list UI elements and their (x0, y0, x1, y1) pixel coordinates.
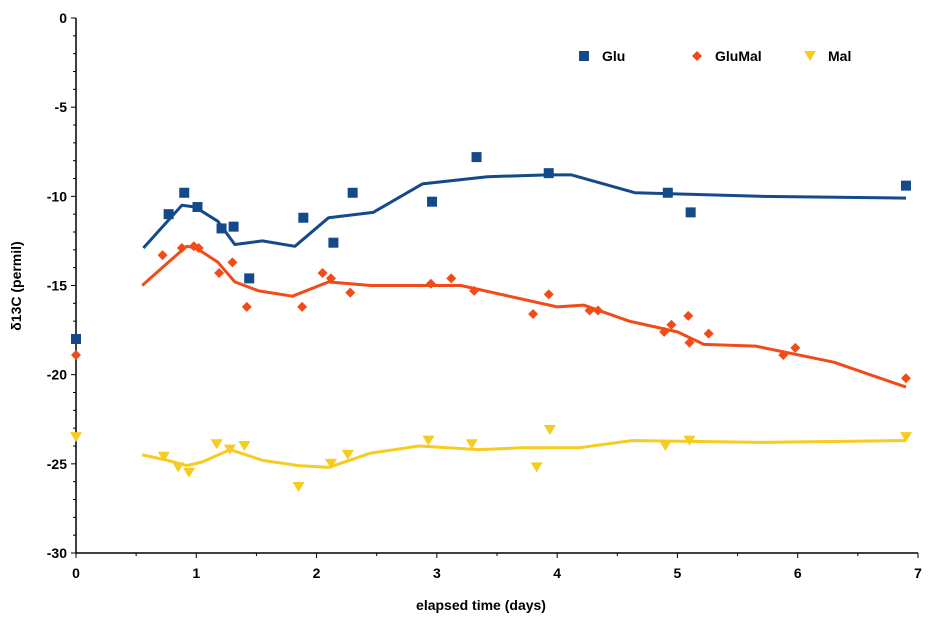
data-point-mal (341, 449, 354, 460)
data-point-glu (328, 237, 339, 248)
data-point-mal (172, 462, 185, 473)
legend-item-mal: Mal (804, 48, 851, 64)
data-point-glu (347, 187, 358, 198)
y-tick-label: -15 (47, 278, 67, 294)
legend-label-mal: Mal (828, 48, 851, 64)
y-tick-label: -25 (47, 456, 67, 472)
data-point-glumal (703, 328, 714, 339)
x-tick-label: 5 (674, 565, 682, 581)
data-point-glu (192, 202, 203, 213)
legend-marker-glumal (692, 51, 702, 61)
data-point-glumal (241, 301, 252, 312)
x-tick-label: 1 (192, 565, 200, 581)
data-point-glu (900, 180, 911, 191)
y-axis-title: δ13C (permil) (8, 241, 24, 330)
data-point-mal (465, 439, 478, 450)
fit-line-glumal (141, 244, 907, 389)
data-point-glumal (593, 305, 604, 316)
data-point-glu (471, 152, 482, 163)
x-tick-label: 7 (914, 565, 922, 581)
data-point-glumal (317, 268, 328, 279)
data-point-mal (899, 432, 912, 443)
x-tick-label: 4 (553, 565, 561, 581)
legend-marker-glu (579, 51, 589, 61)
legend-label-glumal: GluMal (715, 48, 762, 64)
data-point-mal (157, 451, 170, 462)
data-point-glumal (543, 289, 554, 300)
data-point-glu (427, 196, 438, 207)
data-point-glu (543, 168, 554, 179)
data-point-mal (223, 444, 236, 455)
fit-line-glu (142, 173, 907, 250)
x-tick-label: 3 (433, 565, 441, 581)
data-point-glumal (900, 373, 911, 384)
data-point-glumal (790, 342, 801, 353)
data-point-mal (183, 467, 196, 478)
legend: Glu GluMal Mal (579, 48, 851, 64)
data-point-mal (683, 435, 696, 446)
data-point-glu (662, 187, 673, 198)
y-tick-label: -20 (47, 367, 67, 383)
y-tick-label: 0 (59, 10, 67, 26)
data-point-mal (530, 462, 543, 473)
data-point-glumal (683, 310, 694, 321)
data-points (70, 152, 912, 493)
legend-item-glumal: GluMal (692, 48, 762, 64)
axes: 0 1 2 3 4 5 6 7 0 -5 -10 -15 -20 -25 -30 (47, 10, 922, 581)
x-tick-label: 0 (72, 565, 80, 581)
fit-lines (141, 173, 907, 469)
data-point-mal (70, 432, 82, 443)
data-point-glumal (778, 350, 789, 361)
data-point-glu (163, 209, 174, 220)
data-point-glumal (345, 287, 356, 298)
data-point-glumal (528, 309, 539, 320)
y-tick-label: -5 (55, 99, 68, 115)
data-point-glumal (425, 278, 436, 289)
data-point-glumal (659, 326, 670, 337)
data-point-glumal (193, 243, 204, 254)
data-point-mal (543, 424, 556, 435)
fit-line-mal (141, 439, 907, 469)
data-point-glu (244, 273, 255, 284)
data-point-mal (292, 482, 305, 493)
data-point-mal (238, 441, 251, 451)
data-point-glumal (446, 273, 457, 284)
y-tick-label: -30 (47, 545, 67, 561)
data-point-glu (71, 334, 81, 344)
data-point-glumal (684, 337, 695, 348)
legend-item-glu: Glu (579, 48, 625, 64)
data-point-glumal (584, 305, 595, 316)
data-point-glumal (326, 273, 337, 284)
data-point-glu (179, 187, 190, 198)
legend-label-glu: Glu (602, 48, 625, 64)
data-point-glumal (666, 319, 677, 330)
data-point-glumal (176, 243, 187, 254)
data-point-glu (298, 212, 309, 223)
data-point-glumal (227, 257, 238, 268)
x-tick-label: 6 (794, 565, 802, 581)
legend-marker-mal (804, 51, 816, 61)
data-point-mal (659, 441, 672, 451)
data-point-glumal (297, 301, 308, 312)
data-point-mal (325, 458, 338, 469)
x-tick-label: 2 (313, 565, 321, 581)
data-point-glumal (469, 285, 480, 296)
y-tick-label: -10 (47, 188, 67, 204)
data-point-glu (216, 223, 227, 234)
data-point-mal (210, 439, 223, 450)
data-point-glumal (71, 350, 81, 361)
data-point-glu (685, 207, 696, 218)
data-point-glumal (157, 250, 168, 261)
data-point-glu (228, 221, 239, 232)
data-point-glumal (214, 268, 225, 279)
data-point-mal (422, 435, 435, 446)
x-axis-title: elapsed time (days) (416, 597, 546, 613)
